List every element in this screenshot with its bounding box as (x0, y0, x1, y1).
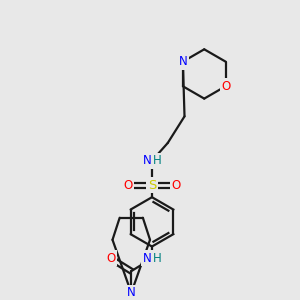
Text: N: N (143, 252, 152, 265)
Text: N: N (127, 286, 136, 299)
Text: O: O (106, 252, 115, 265)
Text: O: O (124, 179, 133, 192)
Text: S: S (148, 179, 156, 192)
Text: N: N (178, 55, 187, 68)
Text: N: N (143, 154, 152, 167)
Text: O: O (221, 80, 230, 93)
Text: H: H (152, 252, 161, 265)
Text: H: H (152, 154, 161, 167)
Text: O: O (171, 179, 180, 192)
